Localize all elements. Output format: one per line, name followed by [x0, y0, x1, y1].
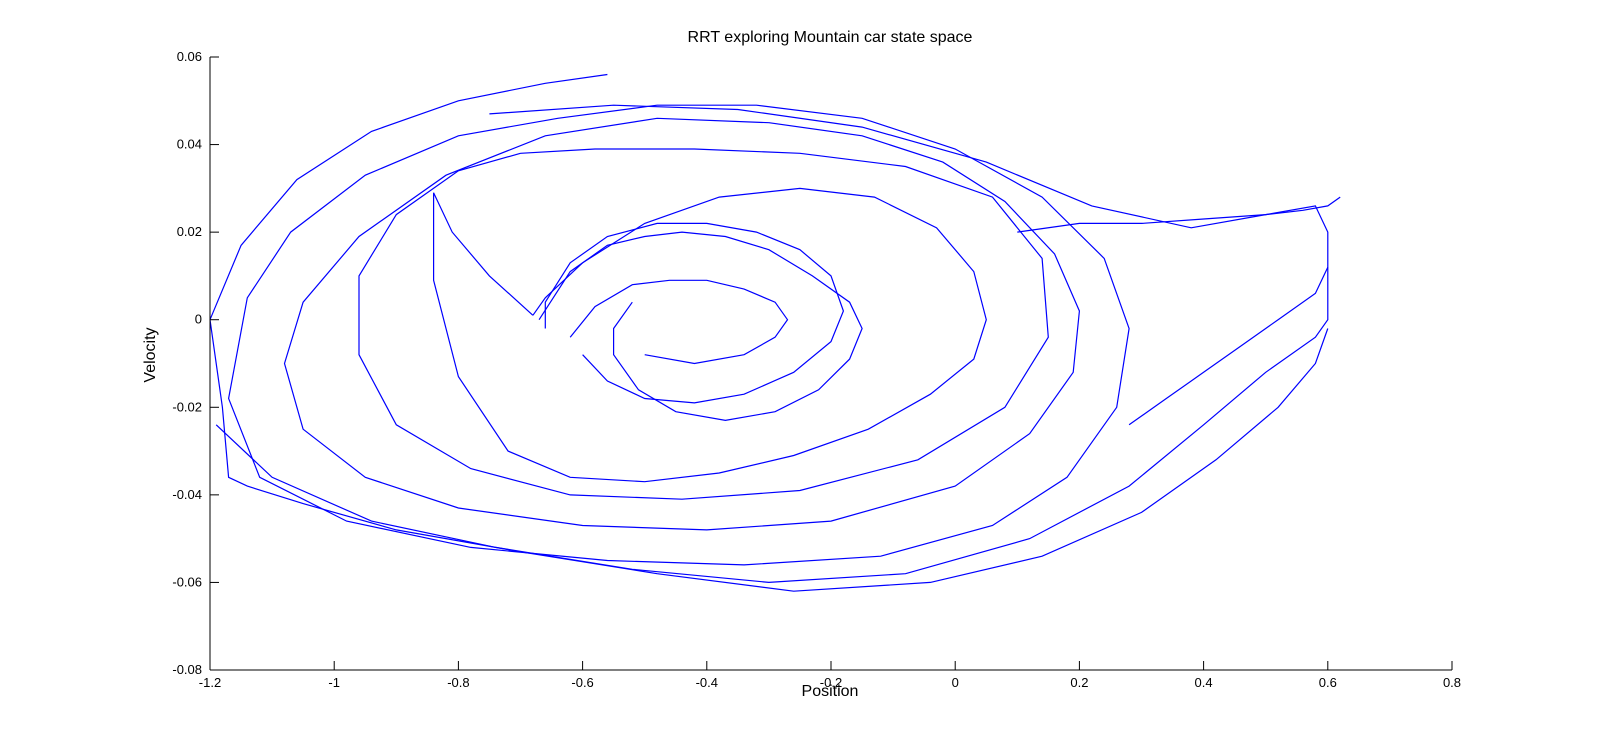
- y-tick-label: 0: [195, 312, 202, 327]
- y-tick-label: 0.04: [177, 137, 202, 152]
- series-line: [209, 73, 608, 320]
- y-tick-label: -0.02: [172, 399, 202, 414]
- x-ticks: -1.2 -1 -0.8 -0.6 -0.4 -0.2 0 0.2 0.4 0.6 0.8: [199, 661, 1461, 690]
- x-tick-label: -0.8: [447, 675, 469, 690]
- series-line: [538, 231, 863, 422]
- series-line: [544, 222, 845, 404]
- x-tick-label: -1: [328, 675, 340, 690]
- x-tick-label: 0.6: [1319, 675, 1337, 690]
- y-ticks: -0.08 -0.06 -0.04 -0.02 0 0.02 0.04 0.06: [172, 49, 219, 677]
- x-tick-label: 0.4: [1195, 675, 1213, 690]
- series-line: [433, 187, 987, 483]
- y-tick-label: 0.06: [177, 49, 202, 64]
- y-tick-label: -0.06: [172, 574, 202, 589]
- x-tick-label: -1.2: [199, 675, 221, 690]
- series-line: [1128, 266, 1329, 426]
- y-tick-label: 0.02: [177, 224, 202, 239]
- x-tick-label: 0.8: [1443, 675, 1461, 690]
- series-line: [1017, 196, 1341, 233]
- x-axis-label: Position: [802, 683, 859, 700]
- series-line: [358, 148, 1049, 500]
- series-line: [283, 117, 1081, 531]
- series-line: [569, 279, 789, 365]
- y-tick-label: -0.08: [172, 662, 202, 677]
- series-layer: [209, 73, 1341, 592]
- x-tick-label: 0.2: [1070, 675, 1088, 690]
- x-tick-label: -0.6: [571, 675, 593, 690]
- y-axis-label: Velocity: [142, 327, 159, 382]
- series-line: [209, 319, 1329, 592]
- x-tick-label: -0.4: [696, 675, 718, 690]
- y-tick-label: -0.04: [172, 487, 202, 502]
- series-line: [227, 104, 1130, 566]
- x-tick-label: 0: [952, 675, 959, 690]
- chart-title: RRT exploring Mountain car state space: [688, 29, 973, 46]
- x-tick-label: -0.2: [820, 675, 842, 690]
